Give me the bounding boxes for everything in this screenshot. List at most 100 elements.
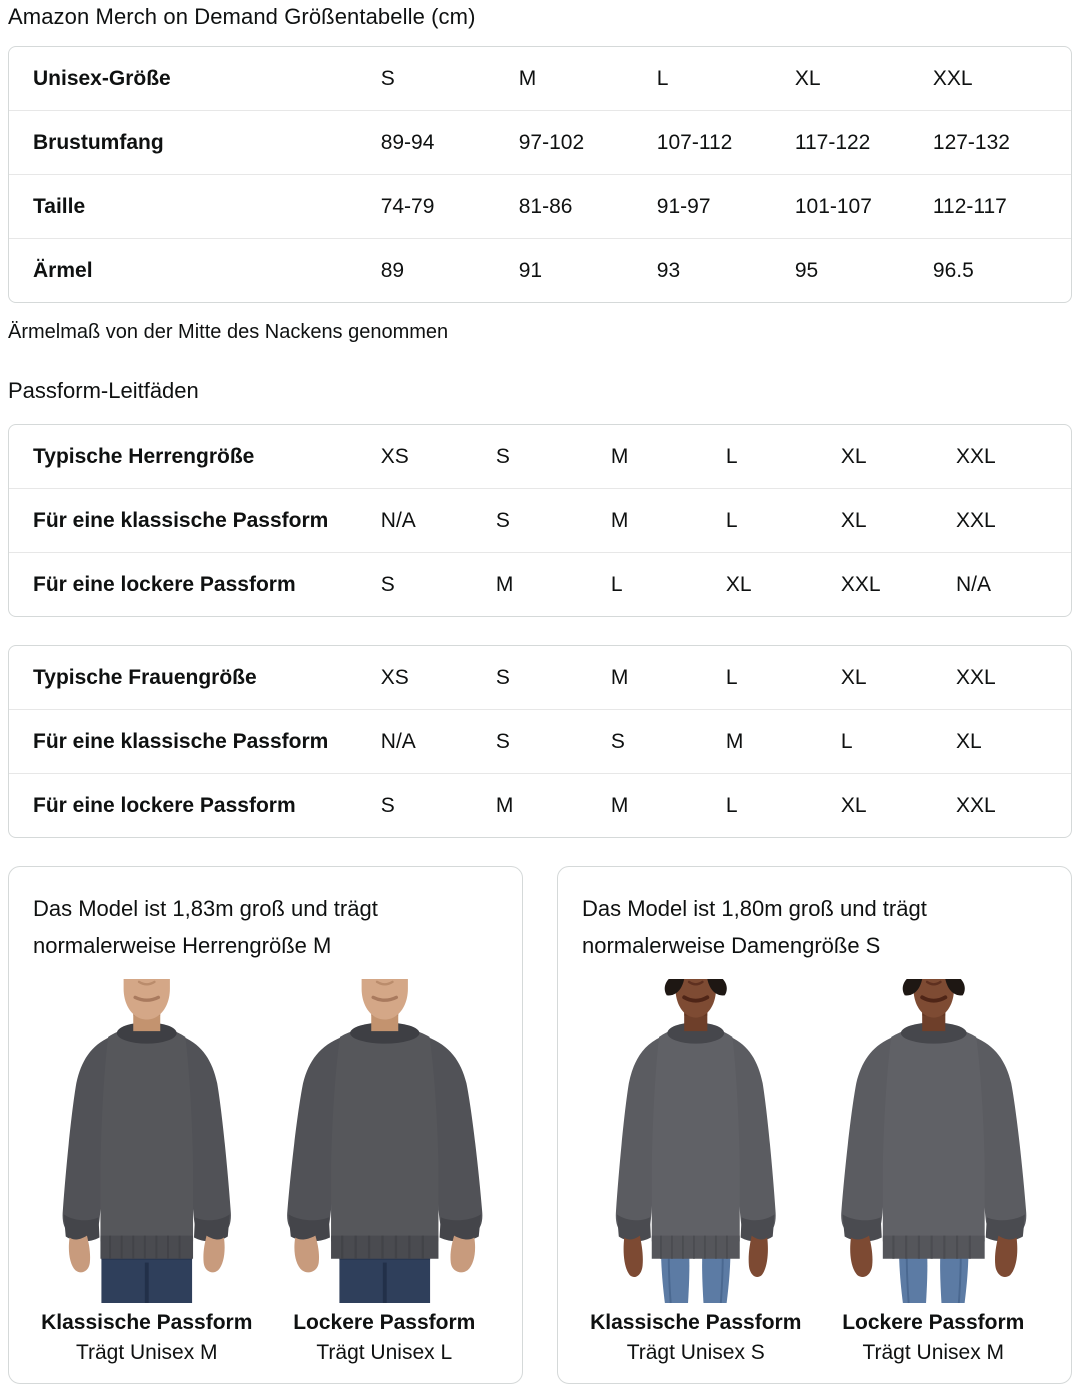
table-row: Typische Frauengröße XS S M L XL XXL	[9, 646, 1071, 709]
model-cards: Das Model ist 1,83m groß und trägt norma…	[8, 866, 1072, 1384]
size-cell: 91-97	[656, 174, 795, 238]
model-photo-female-loose	[840, 978, 1026, 1303]
size-cell: XL	[725, 552, 841, 616]
table-row: Unisex-Größe S M L XL XXL	[9, 47, 1071, 110]
table-row: Für eine klassische Passform N/A S M L X…	[9, 488, 1071, 552]
size-cell: XXL	[955, 665, 996, 689]
size-cell: XL	[840, 773, 956, 837]
fit-size: Trägt Unisex M	[862, 1341, 1005, 1364]
size-cell: S	[380, 552, 496, 616]
size-cell: N/A	[955, 552, 1071, 616]
size-cell: M	[610, 444, 629, 468]
size-cell: L	[725, 488, 841, 552]
size-cell: M	[610, 773, 726, 837]
page-title: Amazon Merch on Demand Größentabelle (cm…	[8, 4, 476, 29]
row-label: Für eine klassische Passform	[9, 488, 381, 552]
model-photo-female-classic	[615, 978, 776, 1303]
model-photo-male-classic	[62, 978, 231, 1303]
size-cell: 93	[656, 238, 795, 302]
size-cell: 112-117	[932, 174, 1071, 238]
size-cell: S	[380, 66, 395, 90]
size-cell: 96.5	[932, 238, 1071, 302]
row-label: Unisex-Größe	[33, 66, 171, 90]
sweatshirt-graphic	[62, 1022, 231, 1273]
fit-name: Lockere Passform	[842, 1311, 1025, 1334]
size-cell: XXL	[840, 552, 956, 616]
photo-caption: Klassische Passform Trägt Unisex M	[41, 1311, 252, 1365]
female-classic-fit-figure: Klassische Passform Trägt Unisex S	[580, 978, 812, 1365]
jeans-graphic	[338, 1252, 430, 1303]
size-cell: L	[725, 773, 841, 837]
size-cell: XS	[380, 665, 409, 689]
womens-fit-table: Typische Frauengröße XS S M L XL XXL Für…	[8, 645, 1072, 838]
size-cell: L	[725, 444, 738, 468]
row-label: Typische Frauengröße	[33, 665, 257, 689]
photo-caption: Lockere Passform Trägt Unisex L	[293, 1311, 475, 1365]
model-photos: Klassische Passform Trägt Unisex M	[31, 978, 501, 1365]
face-graphic	[902, 978, 965, 1031]
row-label: Für eine lockere Passform	[9, 552, 381, 616]
size-cell: XS	[380, 444, 409, 468]
face-graphic	[123, 978, 170, 1031]
row-label: Brustumfang	[9, 110, 381, 174]
mens-fit-table: Typische Herrengröße XS S M L XL XXL Für…	[8, 424, 1072, 617]
sweatshirt-graphic	[615, 1022, 776, 1277]
table-row: Taille 74-79 81-86 91-97 101-107 112-117	[9, 174, 1071, 238]
female-loose-fit-figure: Lockere Passform Trägt Unisex M	[818, 978, 1050, 1365]
sweatshirt-graphic	[286, 1022, 482, 1273]
size-cell: 95	[794, 238, 933, 302]
size-cell: XL	[840, 488, 956, 552]
size-cell: 74-79	[380, 174, 519, 238]
male-loose-fit-figure: Lockere Passform Trägt Unisex L	[269, 978, 501, 1365]
size-cell: L	[840, 709, 956, 773]
fit-name: Klassische Passform	[590, 1311, 802, 1334]
size-cell: S	[380, 773, 496, 837]
unisex-size-table: Unisex-Größe S M L XL XXL Brustumfang 89…	[8, 46, 1072, 303]
size-cell: N/A	[380, 488, 496, 552]
jeans-graphic	[101, 1252, 193, 1303]
size-cell: XXL	[955, 444, 996, 468]
size-cell: S	[495, 444, 510, 468]
jeans-graphic	[898, 1248, 968, 1303]
size-cell: XL	[840, 665, 867, 689]
fit-size: Trägt Unisex M	[75, 1341, 218, 1364]
face-graphic	[664, 978, 727, 1031]
size-cell: S	[495, 709, 611, 773]
size-cell: L	[656, 66, 669, 90]
size-cell: M	[610, 665, 629, 689]
table-row: Brustumfang 89-94 97-102 107-112 117-122…	[9, 110, 1071, 174]
model-photos: Klassische Passform Trägt Unisex S	[580, 978, 1050, 1365]
fit-name: Klassische Passform	[41, 1311, 253, 1334]
model-description: Das Model ist 1,80m groß und trägt norma…	[582, 896, 927, 958]
sleeve-measure-note: Ärmelmaß von der Mitte des Nackens genom…	[8, 321, 449, 343]
fit-size: Trägt Unisex S	[626, 1341, 765, 1364]
size-cell: 107-112	[656, 110, 795, 174]
row-label: Taille	[9, 174, 381, 238]
size-cell: XXL	[955, 773, 1071, 837]
size-cell: M	[725, 709, 841, 773]
photo-caption: Lockere Passform Trägt Unisex M	[842, 1311, 1024, 1365]
table-row: Für eine klassische Passform N/A S S M L…	[9, 709, 1071, 773]
size-cell: M	[518, 66, 537, 90]
size-cell: XXL	[955, 488, 1071, 552]
size-cell: L	[725, 665, 738, 689]
table-row: Typische Herrengröße XS S M L XL XXL	[9, 425, 1071, 488]
face-graphic	[361, 978, 408, 1031]
fit-size: Trägt Unisex L	[316, 1341, 453, 1364]
female-model-card: Das Model ist 1,80m groß und trägt norma…	[557, 866, 1072, 1384]
size-cell: M	[610, 488, 726, 552]
size-cell: XL	[955, 709, 1071, 773]
size-cell: 89-94	[380, 110, 519, 174]
photo-caption: Klassische Passform Trägt Unisex S	[590, 1311, 801, 1365]
model-photo-male-loose	[286, 978, 482, 1303]
size-cell: S	[610, 709, 726, 773]
size-cell: XXL	[932, 66, 973, 90]
size-cell: 127-132	[932, 110, 1071, 174]
size-cell: N/A	[380, 709, 496, 773]
male-model-card: Das Model ist 1,83m groß und trägt norma…	[8, 866, 523, 1384]
size-cell: 89	[380, 238, 519, 302]
size-cell: XL	[840, 444, 867, 468]
row-label: Typische Herrengröße	[33, 444, 255, 468]
row-label: Für eine klassische Passform	[9, 709, 381, 773]
